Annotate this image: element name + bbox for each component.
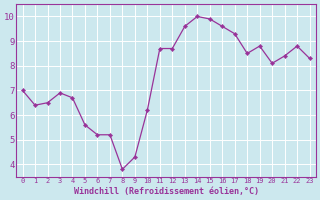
X-axis label: Windchill (Refroidissement éolien,°C): Windchill (Refroidissement éolien,°C) bbox=[74, 187, 259, 196]
